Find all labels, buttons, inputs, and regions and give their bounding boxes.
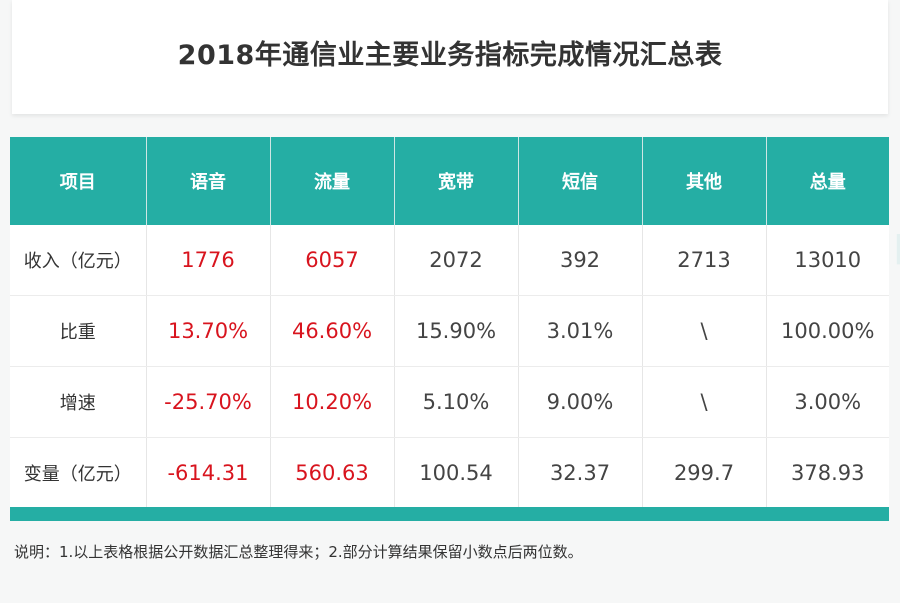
table-cell: 2713 (642, 225, 767, 296)
table-row: 增速 -25.70% 10.20% 5.10% 9.00% \ 3.00% (10, 366, 889, 438)
header-traffic: 流量 (270, 137, 395, 225)
table-cell: 392 (518, 225, 643, 296)
table-cell: 100.00% (766, 295, 889, 367)
table-cell: 299.7 (642, 437, 767, 509)
table-cell: 3.01% (518, 295, 643, 367)
title-card: 2018年通信业主要业务指标完成情况汇总表 (12, 0, 888, 114)
table-row: 收入（亿元） 1776 6057 2072 392 2713 13010 (10, 225, 889, 296)
table-cell: -614.31 (146, 437, 271, 509)
table-cell: 100.54 (394, 437, 519, 509)
row-label: 增速 (10, 366, 147, 438)
header-total: 总量 (766, 137, 889, 225)
header-voice: 语音 (146, 137, 271, 225)
table-cell: 1776 (146, 225, 271, 296)
table-cell: 13.70% (146, 295, 271, 367)
table-header-row: 项目 语音 流量 宽带 短信 其他 总量 (10, 137, 889, 225)
table-cell: 6057 (270, 225, 395, 296)
table-cell: 378.93 (766, 437, 889, 509)
header-other: 其他 (642, 137, 767, 225)
table-cell: 5.10% (394, 366, 519, 438)
table-row: 比重 13.70% 46.60% 15.90% 3.01% \ 100.00% (10, 295, 889, 367)
table-cell: -25.70% (146, 366, 271, 438)
table-cell: 2072 (394, 225, 519, 296)
table-bottom-bar (10, 507, 889, 521)
table-cell: 3.00% (766, 366, 889, 438)
table-cell: \ (642, 295, 767, 367)
table-cell: 10.20% (270, 366, 395, 438)
header-broadband: 宽带 (394, 137, 519, 225)
table-cell: 9.00% (518, 366, 643, 438)
summary-table: 项目 语音 流量 宽带 短信 其他 总量 收入（亿元） 1776 6057 20… (10, 137, 889, 509)
table-row: 变量（亿元） -614.31 560.63 100.54 32.37 299.7… (10, 437, 889, 509)
row-label: 比重 (10, 295, 147, 367)
summary-table-container: 项目 语音 流量 宽带 短信 其他 总量 收入（亿元） 1776 6057 20… (10, 137, 889, 521)
table-cell: 13010 (766, 225, 889, 296)
page-title: 2018年通信业主要业务指标完成情况汇总表 (177, 40, 723, 71)
table-cell: 46.60% (270, 295, 395, 367)
table-cell: \ (642, 366, 767, 438)
table-cell: 560.63 (270, 437, 395, 509)
footnote: 说明：1.以上表格根据公开数据汇总整理得来；2.部分计算结果保留小数点后两位数。 (14, 543, 583, 561)
header-item: 项目 (10, 137, 147, 225)
row-label: 收入（亿元） (10, 225, 147, 296)
header-sms: 短信 (518, 137, 643, 225)
table-cell: 15.90% (394, 295, 519, 367)
row-label: 变量（亿元） (10, 437, 147, 509)
table-cell: 32.37 (518, 437, 643, 509)
